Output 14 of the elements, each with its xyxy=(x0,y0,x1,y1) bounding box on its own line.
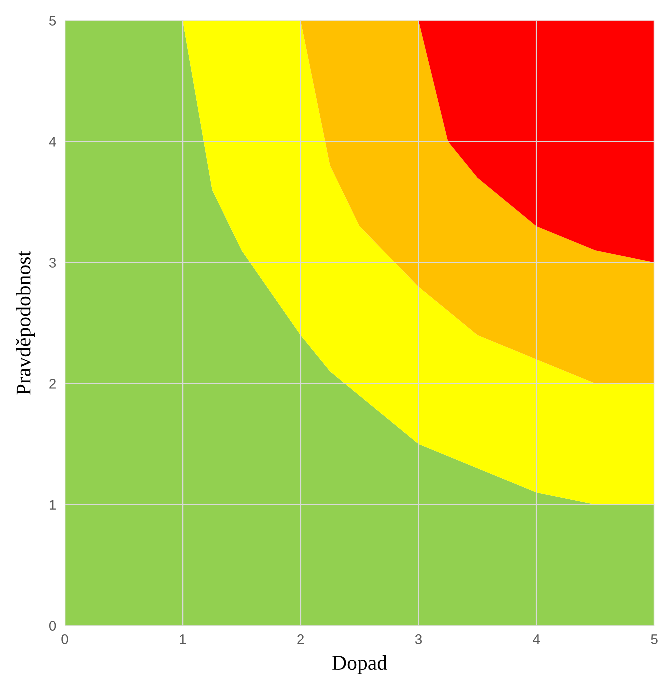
y-tick-label: 5 xyxy=(49,16,56,26)
y-tick-label: 0 xyxy=(49,621,56,631)
y-tick-label: 2 xyxy=(50,379,56,389)
x-tick-label: 4 xyxy=(533,634,540,644)
x-tick-label: 0 xyxy=(62,634,68,644)
y-tick-label: 4 xyxy=(49,137,56,147)
x-tick-label: 1 xyxy=(180,634,186,644)
x-tick-label: 5 xyxy=(651,634,658,644)
x-axis-title: Dopad xyxy=(332,655,388,674)
x-tick-label: 3 xyxy=(415,634,422,644)
y-tick-label: 3 xyxy=(49,258,56,268)
y-tick-label: 1 xyxy=(50,500,56,510)
x-tick-label: 2 xyxy=(298,634,304,644)
y-axis-title: Pravděpodobnost xyxy=(16,251,36,395)
